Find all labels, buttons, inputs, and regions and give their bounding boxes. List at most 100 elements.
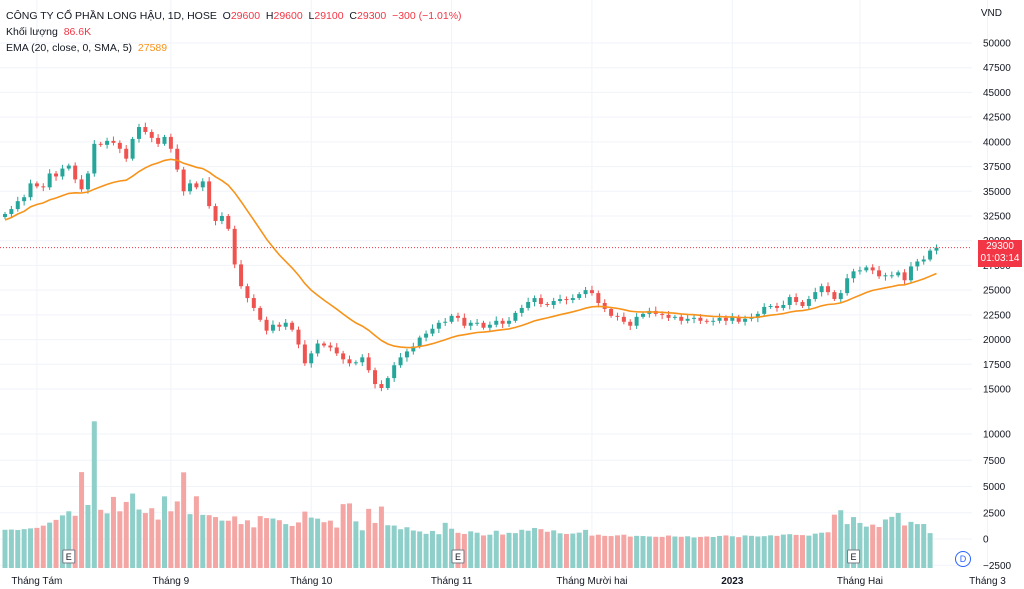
volume-bar	[921, 523, 927, 568]
volume-bar	[570, 533, 576, 568]
volume-bar	[232, 516, 238, 568]
candle-body	[207, 181, 212, 207]
price-tick-label: 35000	[983, 187, 1011, 198]
price-tick-label: 5000	[983, 482, 1006, 493]
volume-bar	[634, 535, 640, 568]
candle-body	[558, 299, 563, 302]
volume-bar	[244, 520, 250, 568]
symbol-title[interactable]: CÔNG TY CỔ PHẦN LONG HẬU, 1D, HOSE	[6, 10, 217, 22]
volume-bar	[302, 511, 308, 568]
candle-body	[526, 302, 531, 308]
volume-bar	[181, 472, 187, 568]
volume-bar	[436, 534, 442, 568]
candle-body	[162, 136, 167, 144]
volume-bar	[187, 514, 193, 568]
volume-bar	[21, 529, 27, 568]
time-tick-label: Tháng 10	[290, 576, 333, 587]
volume-bar	[340, 504, 346, 568]
timezone-button[interactable]: D	[955, 551, 971, 567]
candle-body	[615, 315, 620, 317]
volume-bar	[225, 520, 231, 568]
event-markers[interactable]: EEEE	[62, 549, 1024, 564]
currency-label[interactable]: VND	[980, 8, 1002, 19]
price-tick-label: 25000	[983, 286, 1011, 297]
price-axis[interactable]: 1500017500200002250025000275003000032500…	[983, 39, 1012, 572]
candle-body	[347, 359, 352, 364]
candle-body	[360, 357, 365, 363]
volume-bar	[691, 537, 697, 568]
candle-body	[666, 314, 671, 318]
time-tick-label: Tháng Mười hai	[556, 576, 627, 587]
volume-bar	[162, 496, 167, 568]
earnings-event-marker[interactable]: E	[847, 549, 861, 564]
time-axis[interactable]: Tháng Tám Tháng 9 Tháng 10 Tháng 11 Tháng Mư…	[11, 576, 1024, 587]
volume-bar	[551, 530, 557, 568]
candle-body	[373, 370, 378, 385]
close-label: C	[349, 10, 358, 22]
candle-body	[692, 317, 697, 319]
high-value: 29600	[273, 10, 303, 22]
volume-value: 86.6K	[63, 26, 92, 38]
candle-body	[711, 320, 716, 322]
candle-body	[219, 216, 224, 221]
volume-bar	[47, 522, 53, 568]
candle-body	[864, 267, 869, 271]
price-tick-label: 45000	[983, 88, 1011, 99]
candle-body	[353, 362, 358, 364]
low-label: L	[308, 10, 315, 22]
candle-body	[851, 271, 856, 279]
volume-bar	[863, 526, 869, 568]
open-value: 29600	[230, 10, 261, 22]
candle-body	[513, 312, 518, 321]
candle-body	[494, 320, 499, 325]
candle-body	[436, 322, 441, 329]
volume-bar	[59, 515, 65, 568]
candle-body	[175, 148, 180, 170]
volume-bar	[870, 524, 876, 568]
candle-body	[385, 378, 390, 389]
event-marker-box	[451, 549, 465, 564]
candle-body	[277, 324, 282, 327]
volume-bar	[532, 527, 538, 568]
volume-bar	[876, 527, 882, 568]
candle-body	[819, 286, 824, 293]
volume-bars	[2, 421, 933, 568]
candle-body	[845, 278, 850, 294]
volume-bar	[206, 515, 212, 568]
volume-bar	[193, 496, 199, 568]
candle-body	[328, 345, 333, 348]
volume-bar	[53, 519, 59, 568]
ema-label[interactable]: EMA (20, close, 0, SMA, 5)	[6, 42, 133, 54]
volume-bar	[761, 536, 767, 568]
volume-bar	[283, 524, 289, 568]
volume-bar	[110, 496, 116, 568]
candle-body	[188, 183, 193, 192]
candle-body	[245, 286, 250, 299]
volume-bar	[659, 536, 665, 568]
earnings-event-marker[interactable]: E	[451, 549, 465, 564]
candle-body	[136, 127, 141, 139]
volume-bar	[742, 535, 748, 568]
volume-label[interactable]: Khối lượng	[6, 26, 58, 38]
volume-bar	[857, 522, 863, 568]
candles	[3, 122, 939, 392]
candle-body	[736, 316, 741, 322]
earnings-event-marker[interactable]: E	[62, 549, 76, 564]
volume-bar	[678, 536, 684, 568]
volume-bar	[576, 532, 582, 568]
volume-bar	[136, 509, 142, 568]
chart-legend: CÔNG TY CỔ PHẦN LONG HẬU, 1D, HOSE O2960…	[6, 8, 462, 56]
candle-body	[781, 304, 786, 308]
volume-bar	[15, 529, 21, 568]
candle-body	[487, 324, 492, 328]
candle-body	[9, 209, 14, 215]
volume-bar	[608, 536, 614, 568]
candle-body	[15, 201, 20, 210]
volume-bar	[927, 533, 933, 568]
price-tick-label: 20000	[983, 335, 1011, 346]
volume-bar	[142, 513, 148, 568]
volume-bar	[685, 536, 691, 568]
price-tick-label: 7500	[983, 456, 1006, 467]
event-marker-box	[847, 549, 861, 564]
